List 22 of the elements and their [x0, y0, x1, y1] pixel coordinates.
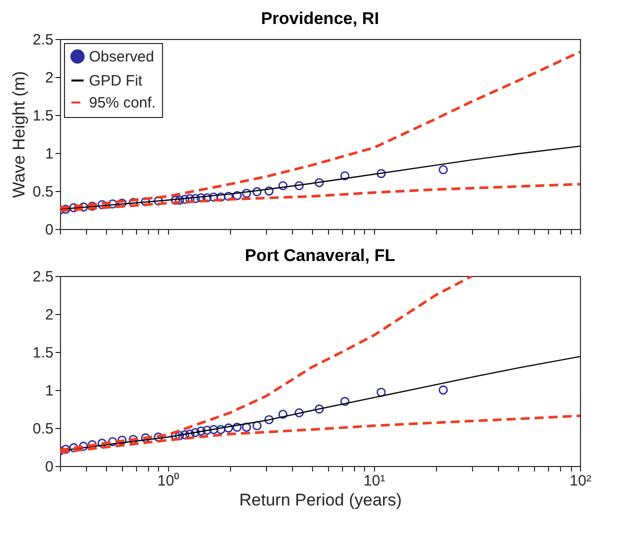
y-tick-label: 1 — [45, 382, 54, 400]
chart-title: Providence, RI — [260, 9, 380, 28]
x-tick-label: 10¹ — [364, 472, 386, 490]
y-tick-label: 2 — [45, 306, 54, 324]
y-tick-label: 2.5 — [32, 32, 54, 48]
y-tick-label: 2 — [45, 70, 54, 86]
legend-label: Observed — [89, 48, 154, 66]
legend-label: GPD Fit — [89, 72, 144, 90]
y-tick-label: 2.5 — [32, 268, 54, 286]
y-tick-label: 0 — [45, 458, 54, 476]
y-tick-label: 0.5 — [32, 184, 54, 200]
x-axis-title: Return Period (years) — [239, 490, 402, 510]
y-tick-label: 1.5 — [32, 344, 54, 362]
x-tick-label: 10² — [570, 472, 592, 490]
y-axis-title: Wave Height (m) — [10, 71, 29, 198]
y-tick-label: 1.5 — [32, 108, 54, 124]
y-tick-label: 0.5 — [32, 420, 54, 438]
x-tick-label: 10⁰ — [157, 472, 180, 490]
legend-label: 95% conf. — [89, 94, 156, 112]
chart-title: Port Canaveral, FL — [244, 246, 396, 265]
y-tick-label: 0 — [45, 222, 54, 238]
y-tick-label: 1 — [45, 146, 54, 162]
